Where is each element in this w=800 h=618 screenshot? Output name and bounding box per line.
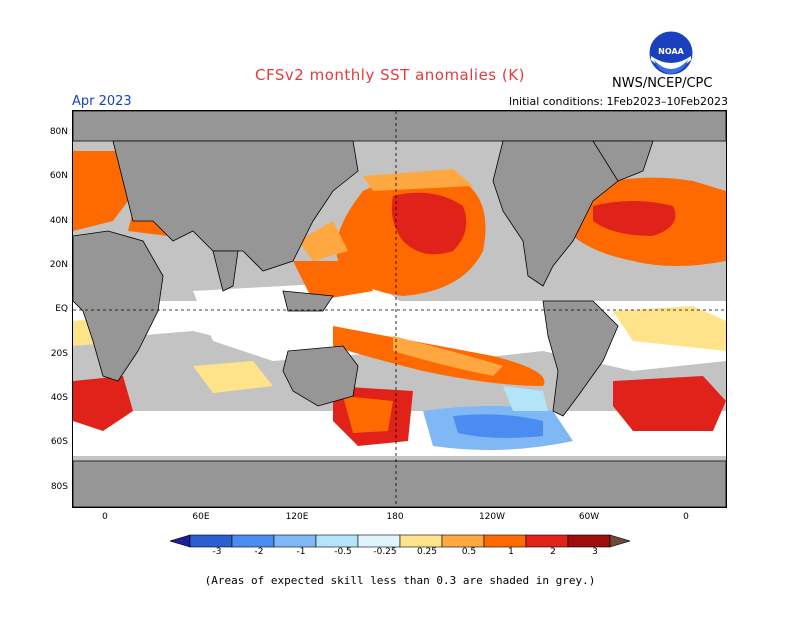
skill-footnote: (Areas of expected skill less than 0.3 a… [204, 574, 596, 587]
india-land [212, 250, 239, 292]
maritime-continent-land [282, 290, 334, 312]
lat-label: 40S [50, 393, 68, 403]
lat-label: 20S [50, 349, 68, 359]
colorbar-label: -0.25 [373, 547, 397, 557]
greenland-land [592, 140, 654, 182]
colorbar-label: -3 [212, 547, 222, 557]
chart-title: CFSv2 monthly SST anomalies (K) [255, 66, 525, 84]
lat-label: 40N [49, 216, 68, 226]
eurasia-land [112, 140, 359, 272]
agency-label: NWS/NCEP/CPC [612, 76, 713, 91]
lat-label: 80N [49, 127, 68, 137]
colorbar-label: -2 [254, 547, 264, 557]
lon-label: 0 [102, 512, 108, 522]
australia-land [282, 345, 359, 407]
npac-strong-anomaly [391, 192, 467, 255]
colorbar-max-arrow [609, 534, 630, 548]
forecast-month: Apr 2023 [72, 94, 132, 109]
continents [72, 110, 727, 508]
africa-land [72, 230, 164, 382]
colorbar-label: -1 [296, 547, 306, 557]
colorbar-label: 3 [592, 547, 598, 557]
lat-label: 20N [49, 260, 68, 270]
noaa-logo: NOAA [648, 30, 694, 76]
colorbar-label: 0.5 [461, 547, 477, 557]
lat-label: 60N [49, 171, 68, 181]
colorbar-label: -0.5 [334, 547, 352, 557]
colorbar-min-arrow [170, 534, 191, 548]
sst-anomaly-map [72, 110, 727, 508]
colorbar-label: 1 [508, 547, 514, 557]
so-warm-atlantic [613, 376, 726, 431]
lat-label: EQ [55, 304, 68, 314]
arctic-land [72, 110, 727, 142]
lon-label: 120W [478, 512, 506, 522]
so-warm-west [73, 376, 133, 431]
lon-label: 0 [683, 512, 689, 522]
lat-label: 80S [50, 482, 68, 492]
lon-label: 60E [192, 512, 210, 522]
svg-text:NOAA: NOAA [658, 47, 684, 56]
antarctica-land [72, 460, 727, 508]
colorbar-label: 2 [550, 547, 556, 557]
lon-label: 180 [386, 512, 404, 522]
south-america-land [542, 300, 619, 417]
lon-label: 60W [578, 512, 600, 522]
initial-conditions: Initial conditions: 1Feb2023–10Feb2023 [508, 95, 728, 108]
lat-label: 60S [50, 437, 68, 447]
colorbar-label: 0.25 [416, 547, 438, 557]
map-canvas [72, 110, 727, 508]
colorbar [170, 534, 630, 548]
lon-label: 120E [285, 512, 309, 522]
